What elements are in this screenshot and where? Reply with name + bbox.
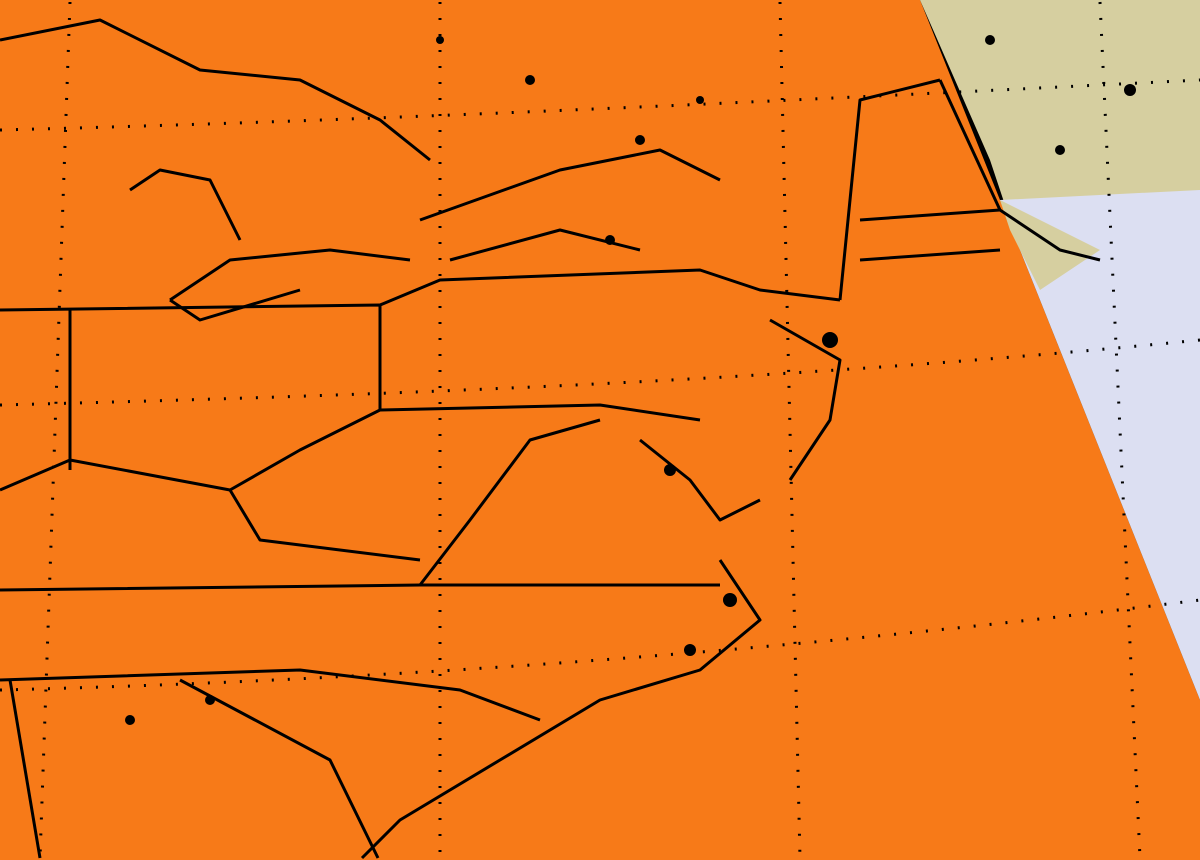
state-borders bbox=[0, 18, 1101, 860]
ocean-outside-swath bbox=[1000, 190, 1200, 700]
coastline-detail bbox=[125, 35, 1136, 725]
land-outside-swath bbox=[920, 0, 1200, 220]
